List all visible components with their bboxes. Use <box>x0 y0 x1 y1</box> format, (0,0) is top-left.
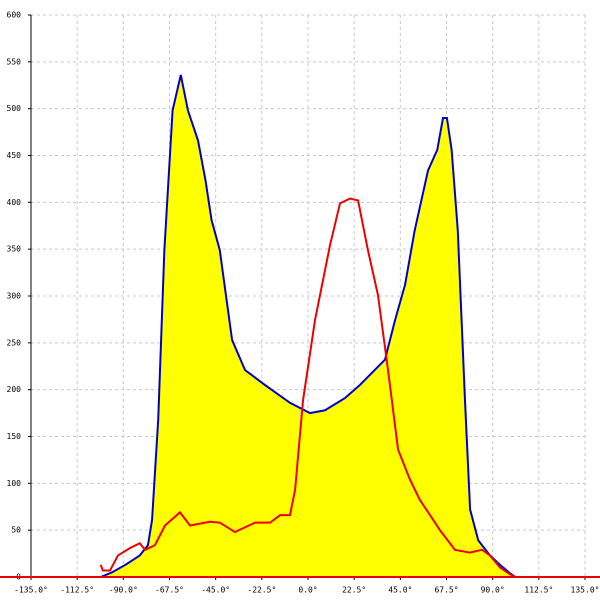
line <box>100 74 516 578</box>
x-tick-label: 22.5° <box>342 586 366 595</box>
y-tick-label: 250 <box>7 338 22 347</box>
x-tick-label: -22.5° <box>247 586 276 595</box>
x-tick-label: 0.0° <box>298 586 317 595</box>
y-tick-label: 300 <box>7 292 22 301</box>
x-tick-label: -67.5° <box>155 586 184 595</box>
x-tick-label: 45.0° <box>388 586 412 595</box>
x-tick-label: -135.0° <box>14 586 48 595</box>
area <box>100 74 516 578</box>
x-tick-label: -90.0° <box>109 586 138 595</box>
y-tick-label: 350 <box>7 245 22 254</box>
x-tick-label: 135.0° <box>571 586 600 595</box>
x-tick-label: -45.0° <box>201 586 230 595</box>
y-tick-label: 200 <box>7 385 22 394</box>
y-tick-label: 450 <box>7 151 22 160</box>
y-tick-label: 500 <box>7 104 22 113</box>
x-tick-label: 67.5° <box>434 586 458 595</box>
line <box>99 197 516 578</box>
x-tick-label: 90.0° <box>481 586 505 595</box>
y-tick-label: 550 <box>7 57 22 66</box>
y-tick-label: 600 <box>7 11 22 20</box>
x-tick-label: -112.5° <box>60 586 94 595</box>
y-tick-label: 50 <box>11 526 21 535</box>
y-tick-label: 100 <box>7 479 22 488</box>
y-tick-label: 150 <box>7 432 22 441</box>
x-tick-label: 112.5° <box>524 586 553 595</box>
y-tick-label: 400 <box>7 198 22 207</box>
